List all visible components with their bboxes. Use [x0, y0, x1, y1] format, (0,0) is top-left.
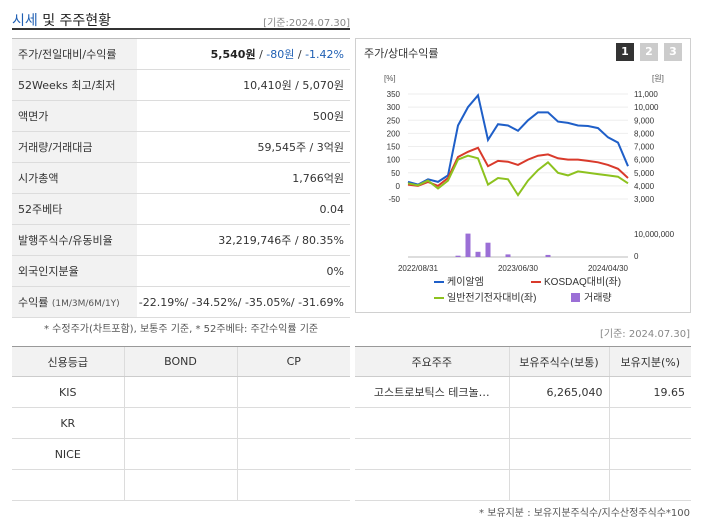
holders-header: 주요주주: [355, 346, 509, 377]
quote-table: 주가/전일대비/수익률 5,540원 / -80원 / -1.42% 52Wee…: [12, 38, 350, 318]
table-row: KR: [12, 407, 350, 439]
footnote-left: * 수정주가(차트포함), 보통주 기준, * 52주베타: 주간수익률 기준: [44, 324, 319, 335]
y-right-tick: 6,000: [634, 156, 655, 165]
section-title: 시세 및 주주현황: [12, 13, 112, 29]
y-right-tick: 8,000: [634, 129, 655, 138]
y-left-tick: 0: [396, 182, 401, 191]
row-beta: 52주베타 0.04: [12, 193, 350, 225]
left-unit: [%]: [384, 74, 396, 83]
chart-tab-3[interactable]: 3: [664, 43, 682, 61]
holder-footnote: * 보유지분 : 보유지분주식수/지수산정주식수*100: [479, 508, 690, 519]
chart-tab-2[interactable]: 2: [640, 43, 658, 61]
y-left-tick: 100: [387, 156, 401, 165]
volume-bar: [455, 255, 461, 257]
x-tick: 2023/06/30: [498, 264, 539, 273]
volume-bar: [465, 233, 471, 257]
y-left-tick: -50: [388, 195, 400, 204]
volume-bar: [505, 254, 511, 257]
y-left-tick: 50: [391, 169, 400, 178]
y-left-tick: 350: [387, 90, 401, 99]
legend-label: 케이알엠: [447, 276, 484, 288]
series-line-2: [407, 146, 629, 188]
table-row: KIS: [12, 376, 350, 408]
x-tick: 2022/08/31: [398, 264, 439, 273]
y-right-tick: 11,000: [634, 90, 658, 99]
y-right-tick: 7,000: [634, 143, 655, 152]
y-right-tick: 10,000: [634, 103, 659, 112]
vol-tick: 10,000,000: [634, 230, 675, 239]
section-header: 시세 및 주주현황 [기준:2024.07.30]: [12, 8, 350, 30]
row-mcap: 시가총액 1,766억원: [12, 162, 350, 194]
credit-header: CP: [236, 346, 350, 377]
credit-header: 신용등급: [12, 346, 124, 377]
major-shareholders-table: 주요주주 보유주식수(보통) 보유지분(%) 고스트로보틱스 테크놀… 6,265…: [355, 346, 691, 501]
y-right-tick: 4,000: [634, 182, 655, 191]
price-chart: [%] [원] 350 11,000 300 10,000 250 9,000 200 8,000…: [384, 74, 675, 304]
table-row: [355, 407, 691, 439]
y-right-tick: 5,000: [634, 169, 655, 178]
table-row: [355, 469, 691, 501]
row-returns: 수익률 (1M/3M/6M/1Y) -22.19%/ -34.52%/ -35.0…: [12, 286, 350, 318]
holders-header: 보유지분(%): [608, 346, 691, 377]
chart-title: 주가/상대수익률: [364, 47, 439, 60]
holders-header: 보유주식수(보통): [508, 346, 609, 377]
legend-swatch: [571, 293, 580, 302]
y-right-tick: 9,000: [634, 116, 655, 125]
footnote-right: [기준: 2024.07.30]: [599, 329, 690, 340]
y-left-tick: 300: [387, 103, 401, 112]
table-row: [355, 438, 691, 470]
table-row: 고스트로보틱스 테크놀… 6,265,040 19.65: [355, 376, 691, 408]
chart-tab-1[interactable]: 1: [616, 43, 634, 61]
volume-bar: [545, 254, 551, 257]
row-foreign: 외국인지분율 0%: [12, 255, 350, 287]
table-row: NICE: [12, 438, 350, 470]
row-par: 액면가 500원: [12, 100, 350, 132]
y-right-tick: 3,000: [634, 195, 655, 204]
row-price: 주가/전일대비/수익률 5,540원 / -80원 / -1.42%: [12, 38, 350, 70]
y-left-tick: 150: [387, 143, 401, 152]
base-date: [기준:2024.07.30]: [263, 18, 350, 29]
row-shares: 발행주식수/유동비율 32,219,746주 / 80.35%: [12, 224, 350, 256]
row-52week: 52Weeks 최고/최저 10,410원 / 5,070원: [12, 69, 350, 101]
x-tick: 2024/04/30: [588, 264, 629, 273]
legend-label: 거래량: [584, 292, 612, 304]
volume-bar: [475, 251, 481, 257]
legend-label: KOSDAQ대비(좌): [544, 276, 621, 288]
legend-label: 일반전기전자대비(좌): [447, 292, 536, 304]
vol-tick: 0: [634, 252, 639, 261]
series-line-3: [407, 154, 629, 197]
y-left-tick: 200: [387, 129, 401, 138]
credit-rating-table: 신용등급 BOND CP KIS KR NICE: [12, 346, 350, 501]
right-unit: [원]: [652, 74, 664, 83]
volume-bar: [485, 242, 491, 257]
y-left-tick: 250: [387, 116, 401, 125]
row-volume: 거래량/거래대금 59,545주 / 3억원: [12, 131, 350, 163]
series-line-1: [407, 93, 629, 186]
table-row: [12, 469, 350, 501]
credit-header: BOND: [123, 346, 237, 377]
